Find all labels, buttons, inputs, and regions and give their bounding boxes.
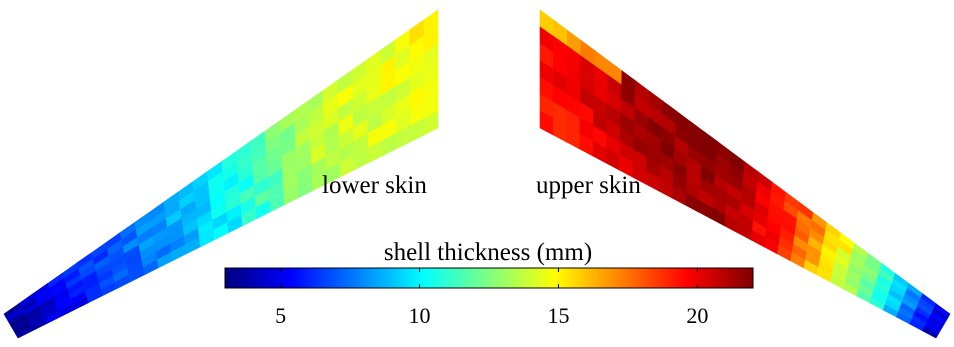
colorbar-ticks: 5 10 15 20 [275,268,708,328]
colorbar-gradient [224,267,754,289]
colorbar-tick-label: 5 [275,303,286,328]
colorbar-tick-label: 10 [409,303,431,328]
colorbar-tick-label: 15 [547,303,569,328]
colorbar: shell thickness (mm) 5 10 15 20 [224,239,754,328]
colorbar-title: shell thickness (mm) [384,239,592,266]
lower-skin-wing [3,9,439,339]
colorbar-tick-label: 20 [686,303,708,328]
upper-skin-label: upper skin [536,172,641,199]
upper-skin-wing [539,9,951,339]
lower-skin-cell [15,326,33,339]
upper-skin-cell [922,326,939,339]
lower-skin-label: lower skin [322,172,427,199]
